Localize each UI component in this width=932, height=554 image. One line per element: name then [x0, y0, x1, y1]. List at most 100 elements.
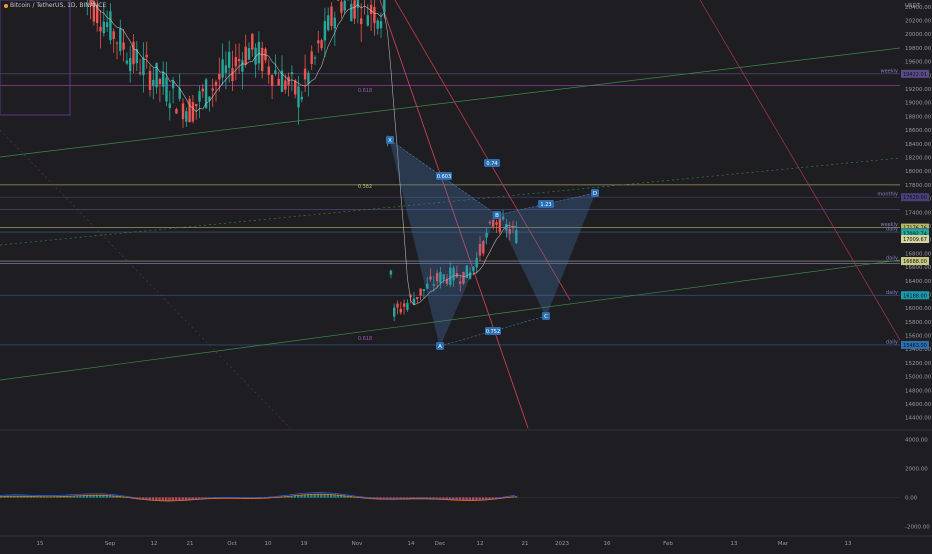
y-tick-label: 14600.00 — [905, 402, 932, 408]
candle-body — [129, 58, 131, 71]
pattern-ratio-label: 0.74 — [486, 161, 497, 167]
candle-body — [307, 73, 309, 84]
fib-label: 0.382 — [358, 184, 372, 190]
price-badge-label: 17620.00 — [903, 195, 927, 201]
candle-body — [113, 31, 115, 39]
x-tick-label: 13 — [845, 541, 852, 547]
candle-body — [228, 52, 230, 68]
candle-body — [324, 21, 326, 40]
candle-body — [383, 0, 385, 12]
candle-body — [165, 78, 167, 102]
candle-body — [327, 15, 329, 30]
x-tick-label: 2023 — [555, 541, 569, 547]
candle-body — [122, 43, 124, 50]
pattern-point-label: X — [388, 138, 392, 144]
candle-body — [287, 77, 289, 86]
candle-body — [258, 42, 260, 63]
y-tick-label: 17800.00 — [905, 183, 932, 189]
candle-body — [278, 79, 280, 85]
symbol-icon — [4, 4, 8, 8]
candle-body — [271, 75, 273, 86]
x-tick-label: 16 — [604, 541, 611, 547]
x-tick-label: Mar — [778, 541, 789, 547]
level-label: daily — [886, 227, 898, 233]
candle-body — [423, 289, 425, 291]
candle-body — [357, 0, 359, 8]
macd-tick-label: -2000.00 — [905, 524, 930, 530]
candle-body — [340, 2, 342, 13]
pattern-point-label: A — [438, 344, 442, 350]
candle-body — [198, 91, 200, 101]
candle-body — [393, 308, 395, 317]
y-tick-label: 16000.00 — [905, 306, 932, 312]
level-label: daily — [886, 256, 898, 262]
candle-body — [215, 82, 217, 86]
y-tick-label: 18000.00 — [905, 169, 932, 175]
candle-body — [231, 68, 233, 81]
candle-body — [400, 309, 402, 313]
pattern-ratio-label: 0.603 — [437, 174, 451, 180]
candle-body — [221, 59, 223, 77]
fib-label: 0.618 — [358, 336, 372, 342]
candle-body — [103, 22, 105, 34]
candle-body — [495, 222, 497, 224]
price-badge-label: 17009.67 — [903, 237, 927, 243]
candle-body — [155, 63, 157, 88]
candle-body — [192, 102, 194, 121]
candle-body — [396, 304, 398, 308]
candle-body — [406, 303, 408, 310]
candle-body — [330, 7, 332, 26]
x-tick-label: 21 — [522, 541, 529, 547]
candle-body — [268, 67, 270, 75]
candle-body — [119, 28, 121, 51]
candle-body — [202, 89, 204, 92]
x-tick-label: 13 — [731, 541, 738, 547]
candle-body — [245, 47, 247, 65]
fib-label: 0.618 — [358, 88, 372, 94]
x-tick-label: Sep — [105, 541, 116, 547]
candle-body — [291, 72, 293, 74]
level-label: weekly — [881, 68, 899, 74]
candle-body — [377, 21, 379, 29]
candle-body — [185, 111, 187, 121]
candle-body — [195, 104, 197, 106]
candle-body — [360, 18, 362, 24]
candle-body — [126, 60, 128, 63]
candle-body — [175, 109, 177, 114]
candle-body — [139, 72, 141, 73]
pattern-point-label: B — [495, 213, 499, 219]
y-tick-label: 19800.00 — [905, 46, 932, 52]
candle-body — [109, 11, 111, 40]
candle-body — [248, 48, 250, 60]
candle-body — [225, 65, 227, 72]
candle-body — [142, 58, 144, 76]
y-tick-label: 19600.00 — [905, 60, 932, 66]
y-tick-label: 20200.00 — [905, 19, 932, 25]
y-tick-label: 15600.00 — [905, 334, 932, 340]
macd-tick-label: 0.00 — [905, 495, 918, 501]
x-tick-label: 21 — [187, 541, 194, 547]
candle-body — [311, 51, 313, 64]
candle-body — [212, 88, 214, 90]
candle-body — [367, 15, 369, 25]
y-tick-label: 14400.00 — [905, 416, 932, 422]
candle-body — [284, 80, 286, 89]
y-tick-label: 20400.00 — [905, 5, 932, 11]
candle-body — [188, 99, 190, 122]
candle-body — [294, 80, 296, 94]
y-tick-label: 18400.00 — [905, 142, 932, 148]
y-tick-label: 18200.00 — [905, 156, 932, 162]
candle-body — [116, 43, 118, 44]
candle-body — [350, 4, 352, 21]
price-badge-label: 19422.01 — [903, 72, 927, 78]
candle-body — [182, 103, 184, 119]
candle-body — [159, 79, 161, 84]
candle-body — [301, 97, 303, 100]
level-label: monthly — [877, 192, 898, 198]
x-tick-label: Dec — [435, 541, 446, 547]
y-tick-label: 16600.00 — [905, 265, 932, 271]
candle-body — [251, 34, 253, 50]
y-tick-label: 16400.00 — [905, 279, 932, 285]
